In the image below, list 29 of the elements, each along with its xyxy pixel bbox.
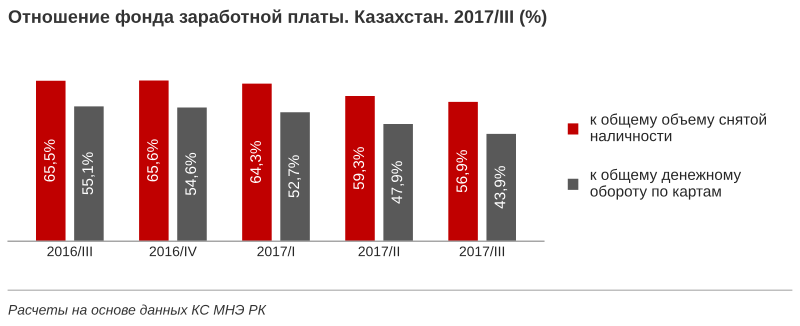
- data-label: 65,5%: [44, 140, 57, 182]
- data-label: 54,6%: [185, 152, 198, 196]
- legend-label: к общему денежному обороту по картам: [590, 168, 742, 200]
- bar: [344, 94, 376, 242]
- x-tick-label: 2016/IV: [150, 246, 197, 256]
- data-label: 47,9%: [391, 161, 404, 204]
- bar: [446, 100, 480, 242]
- data-label: 56,9%: [456, 150, 469, 192]
- bar: [485, 132, 518, 242]
- bar: [176, 106, 208, 242]
- x-tick-label: 2017/II: [358, 246, 400, 256]
- data-label: 55,1%: [82, 152, 95, 194]
- bar: [278, 110, 312, 242]
- bar: [34, 79, 67, 242]
- data-label: 65,6%: [147, 139, 160, 182]
- data-label: 52,7%: [288, 155, 301, 198]
- x-tick-label: 2016/III: [47, 246, 92, 256]
- data-label: 59,3%: [353, 147, 366, 190]
- bar: [138, 79, 170, 242]
- data-label: 43,9%: [494, 166, 508, 209]
- bar: [382, 122, 414, 242]
- bar: [72, 104, 106, 242]
- data-label: 64,3%: [250, 141, 263, 183]
- x-tick-label: 2017/I: [257, 246, 294, 256]
- bar: [240, 82, 274, 242]
- legend-label: к общему объему снятой наличности: [590, 113, 766, 142]
- chart-title: Отношение фонда заработной платы. Казахстан. 2017/III (%): [8, 9, 546, 27]
- x-tick-label: 2017/III: [460, 246, 504, 256]
- text: Расчеты на основе данных КС МНЭ РК: [8, 304, 266, 315]
